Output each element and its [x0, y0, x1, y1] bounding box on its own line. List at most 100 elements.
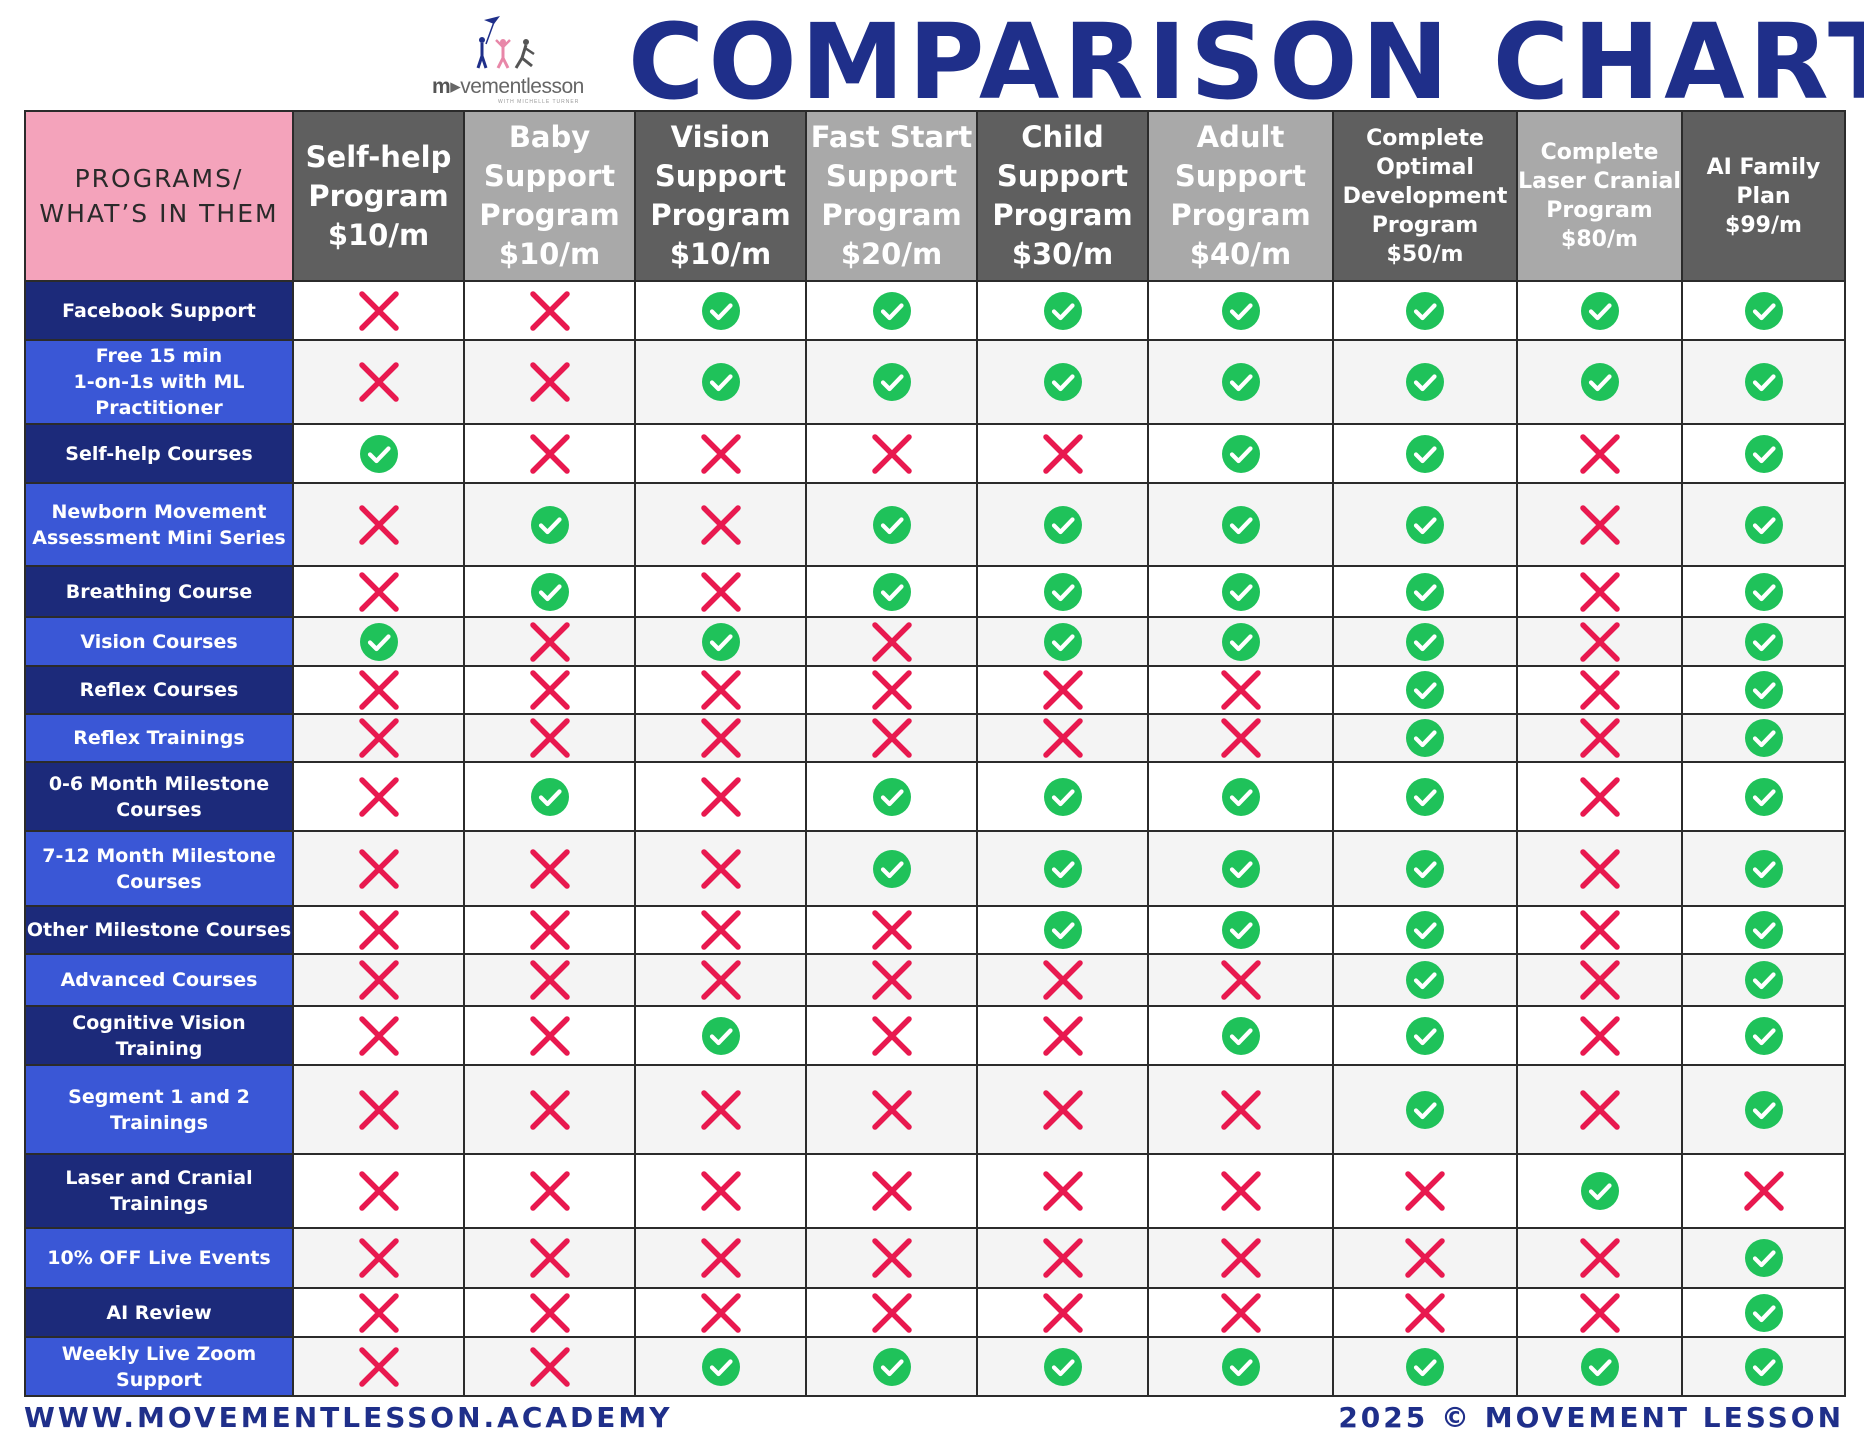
availability-cell: [463, 423, 636, 484]
availability-cell: [805, 616, 978, 667]
plan-header-line: $50/m: [1386, 241, 1464, 267]
plan-header-line: Program: [1170, 198, 1311, 232]
availability-cell: [805, 1005, 978, 1066]
check-circle-icon: [1221, 291, 1261, 330]
cross-icon: [870, 960, 914, 1000]
check-circle-icon: [1043, 505, 1083, 544]
check-circle-icon: [701, 1347, 741, 1386]
cross-icon: [1578, 1238, 1622, 1278]
cross-icon: [699, 670, 743, 710]
availability-cell: [805, 905, 978, 955]
availability-cell: [634, 1153, 807, 1229]
availability-cell: [1147, 1153, 1334, 1229]
check-circle-icon: [1405, 961, 1445, 999]
cross-icon: [1578, 433, 1622, 474]
cross-icon: [699, 1171, 743, 1211]
plan-header-line: Program: [821, 198, 962, 232]
plan-header: Complete Laser Cranial Program $80/m: [1516, 110, 1683, 282]
check-circle-icon: [872, 363, 912, 401]
availability-cell: [1681, 713, 1846, 763]
cross-icon: [1578, 910, 1622, 950]
plan-header-line: $10/m: [498, 237, 601, 271]
availability-cell: [634, 713, 807, 763]
availability-cell: [292, 953, 465, 1007]
check-circle-icon: [701, 363, 741, 401]
availability-cell: [463, 761, 636, 832]
feature-label: Laser and Cranial Trainings: [24, 1153, 294, 1229]
cross-icon: [1403, 1171, 1447, 1211]
check-circle-icon: [1744, 1293, 1784, 1332]
availability-cell: [1332, 830, 1518, 907]
feature-label: Self-help Courses: [24, 423, 294, 484]
cross-icon: [870, 621, 914, 662]
availability-cell: [463, 1064, 636, 1155]
availability-cell: [292, 423, 465, 484]
cross-icon: [699, 504, 743, 545]
plan-header: Self-help Program $10/m: [292, 110, 465, 282]
availability-cell: [976, 1064, 1149, 1155]
plan-header-line: Support: [996, 159, 1129, 193]
cross-icon: [528, 1238, 572, 1278]
feature-label: 10% OFF Live Events: [24, 1227, 294, 1289]
availability-cell: [976, 423, 1149, 484]
availability-cell: [976, 761, 1149, 832]
check-circle-icon: [1221, 572, 1261, 611]
cross-icon: [528, 290, 572, 331]
check-circle-icon: [701, 291, 741, 330]
cross-icon: [1578, 1292, 1622, 1333]
comparison-table: PROGRAMS/ WHAT’S IN THEM Self-help Progra…: [24, 110, 1846, 1397]
plan-header-line: $30/m: [1011, 237, 1114, 271]
availability-cell: [292, 665, 465, 715]
availability-cell: [292, 713, 465, 763]
feature-label-line: 0-6 Month Milestone: [48, 772, 270, 795]
check-circle-icon: [1405, 777, 1445, 816]
feature-label-line: Reflex Trainings: [73, 727, 245, 749]
plan-header: Child Support Program $30/m: [976, 110, 1149, 282]
availability-cell: [1147, 1227, 1334, 1289]
cross-icon: [1578, 670, 1622, 710]
plan-header-line: $99/m: [1725, 212, 1802, 238]
cross-icon: [699, 1089, 743, 1130]
check-circle-icon: [1221, 505, 1261, 544]
check-circle-icon: [1405, 719, 1445, 757]
check-circle-icon: [1043, 622, 1083, 661]
feature-label: 7-12 Month Milestone Courses: [24, 830, 294, 907]
feature-row: Breathing Course: [24, 565, 1846, 618]
footer-website: WWW.MOVEMENTLESSON.ACADEMY: [24, 1401, 673, 1434]
check-circle-icon: [1744, 291, 1784, 330]
availability-cell: [634, 482, 807, 567]
availability-cell: [1681, 1153, 1846, 1229]
availability-cell: [292, 1064, 465, 1155]
plan-header-line: Fast Start: [810, 120, 973, 154]
cross-icon: [1041, 718, 1085, 758]
check-circle-icon: [359, 622, 399, 661]
cross-icon: [1578, 960, 1622, 1000]
feature-row: Reflex Courses: [24, 665, 1846, 715]
check-circle-icon: [872, 505, 912, 544]
availability-cell: [1681, 1005, 1846, 1066]
feature-row: Segment 1 and 2 Trainings: [24, 1064, 1846, 1155]
cross-icon: [870, 670, 914, 710]
check-circle-icon: [1405, 434, 1445, 473]
check-circle-icon: [1043, 849, 1083, 888]
check-circle-icon: [1043, 911, 1083, 949]
availability-cell: [463, 565, 636, 618]
cross-icon: [357, 960, 401, 1000]
check-circle-icon: [1744, 505, 1784, 544]
availability-cell: [976, 1287, 1149, 1338]
cross-icon: [528, 910, 572, 950]
plan-header-line: Optimal: [1376, 154, 1474, 180]
availability-cell: [292, 339, 465, 425]
feature-row: Reflex Trainings: [24, 713, 1846, 763]
feature-label-line: Courses: [116, 870, 202, 893]
availability-cell: [634, 830, 807, 907]
availability-cell: [463, 665, 636, 715]
availability-cell: [1332, 565, 1518, 618]
cross-icon: [357, 848, 401, 889]
availability-cell: [1332, 616, 1518, 667]
logo-tagline: WITH MICHELLE TURNER: [498, 99, 580, 105]
cross-icon: [357, 290, 401, 331]
check-circle-icon: [1405, 671, 1445, 709]
availability-cell: [292, 1287, 465, 1338]
cross-icon: [699, 571, 743, 612]
